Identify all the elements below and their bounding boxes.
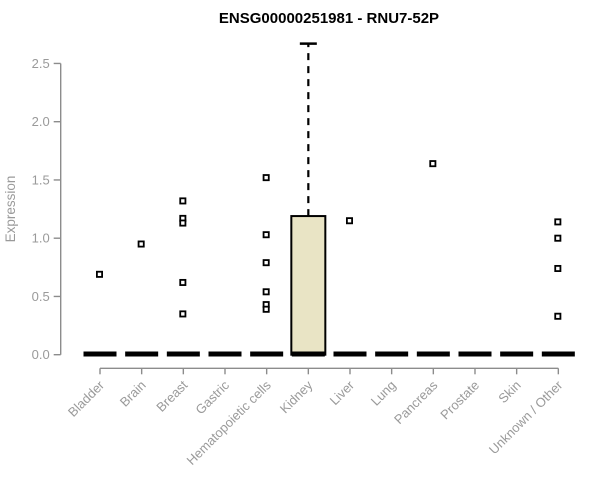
outlier-point	[262, 288, 270, 296]
x-tick-label: Prostate	[437, 378, 482, 423]
outlier-point	[179, 219, 187, 227]
x-tick-label: Pancreas	[391, 377, 441, 427]
x-tick-label: Liver	[327, 377, 358, 408]
outlier-point	[262, 259, 270, 267]
outlier-point	[345, 217, 353, 225]
median-bar	[541, 351, 575, 357]
x-tick-label: Gastric	[192, 377, 232, 417]
x-tick-label: Bladder	[65, 377, 108, 420]
y-tick-label: 2.5	[32, 56, 50, 71]
outlier-point	[554, 218, 562, 226]
x-tick-label: Breast	[153, 377, 190, 414]
median-bar	[250, 351, 284, 357]
median-bar	[208, 351, 242, 357]
box	[290, 215, 327, 356]
outlier-point	[262, 305, 270, 313]
outlier-point	[96, 270, 104, 278]
y-tick-label: 1.0	[32, 231, 50, 246]
outlier-point	[554, 312, 562, 320]
outlier-point	[554, 264, 562, 272]
median-bar	[125, 351, 159, 357]
median-bar	[375, 351, 409, 357]
chart-title: ENSG00000251981 - RNU7-52P	[219, 10, 439, 27]
median-bar	[291, 351, 325, 357]
outlier-point	[262, 231, 270, 239]
outlier-point	[179, 310, 187, 318]
y-tick-label: 0.0	[32, 347, 50, 362]
outlier-point	[137, 240, 145, 248]
y-tick-label: 1.5	[32, 172, 50, 187]
outlier-point	[262, 174, 270, 182]
x-tick-label: Lung	[368, 378, 399, 409]
x-tick-label: Skin	[495, 378, 523, 406]
boxplot-series-layer	[83, 42, 575, 357]
outlier-point	[554, 234, 562, 242]
y-tick-label: 2.0	[32, 114, 50, 129]
outlier-point	[179, 197, 187, 205]
x-tick-label: Kidney	[277, 377, 316, 416]
y-axis-title: Expression	[3, 176, 18, 243]
median-bar	[83, 351, 117, 357]
median-bar	[333, 351, 367, 357]
outlier-point	[179, 278, 187, 286]
outlier-point	[429, 160, 437, 168]
median-bar	[500, 351, 534, 357]
median-bar	[416, 351, 450, 357]
x-tick-label: Unknown / Other	[486, 377, 566, 457]
median-bar	[458, 351, 492, 357]
x-tick-label: Brain	[117, 378, 149, 410]
median-bar	[166, 351, 200, 357]
y-tick-label: 0.5	[32, 289, 50, 304]
